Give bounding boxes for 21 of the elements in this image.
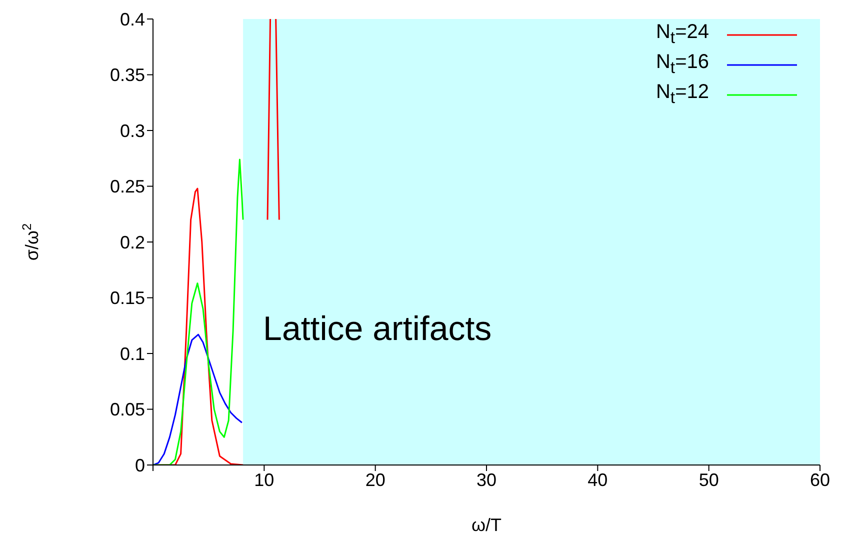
y-tick-label: 0	[134, 455, 145, 476]
y-tick-label: 0.2	[120, 232, 145, 252]
legend-label: N$_{t}$=12	[656, 80, 709, 109]
y-tick-label: 0.35	[110, 65, 145, 86]
y-tick-label: 0.15	[110, 288, 145, 308]
y-tick-label: 0.1	[120, 344, 145, 364]
x-tick-label: 10	[254, 470, 274, 490]
legend-label: N$_{t}$=16	[656, 50, 709, 79]
legend-label: N$_{t}$=24	[656, 20, 709, 49]
y-tick-label: 0.05	[110, 400, 145, 420]
line-series	[153, 334, 243, 465]
x-tick-label: 30	[476, 470, 497, 490]
x-tick-label: 40	[588, 470, 608, 490]
x-tick-label: 50	[698, 470, 719, 490]
y-tick-label: 0.25	[110, 176, 145, 197]
y-tick-label: 0.3	[120, 120, 145, 141]
band-label: Lattice artifacts	[263, 310, 492, 348]
x-tick-label: 60	[810, 470, 830, 490]
y-tick-label: 0.4	[120, 9, 145, 30]
x-axis-title: ω/T	[471, 515, 502, 535]
x-tick-label: 20	[365, 470, 386, 490]
